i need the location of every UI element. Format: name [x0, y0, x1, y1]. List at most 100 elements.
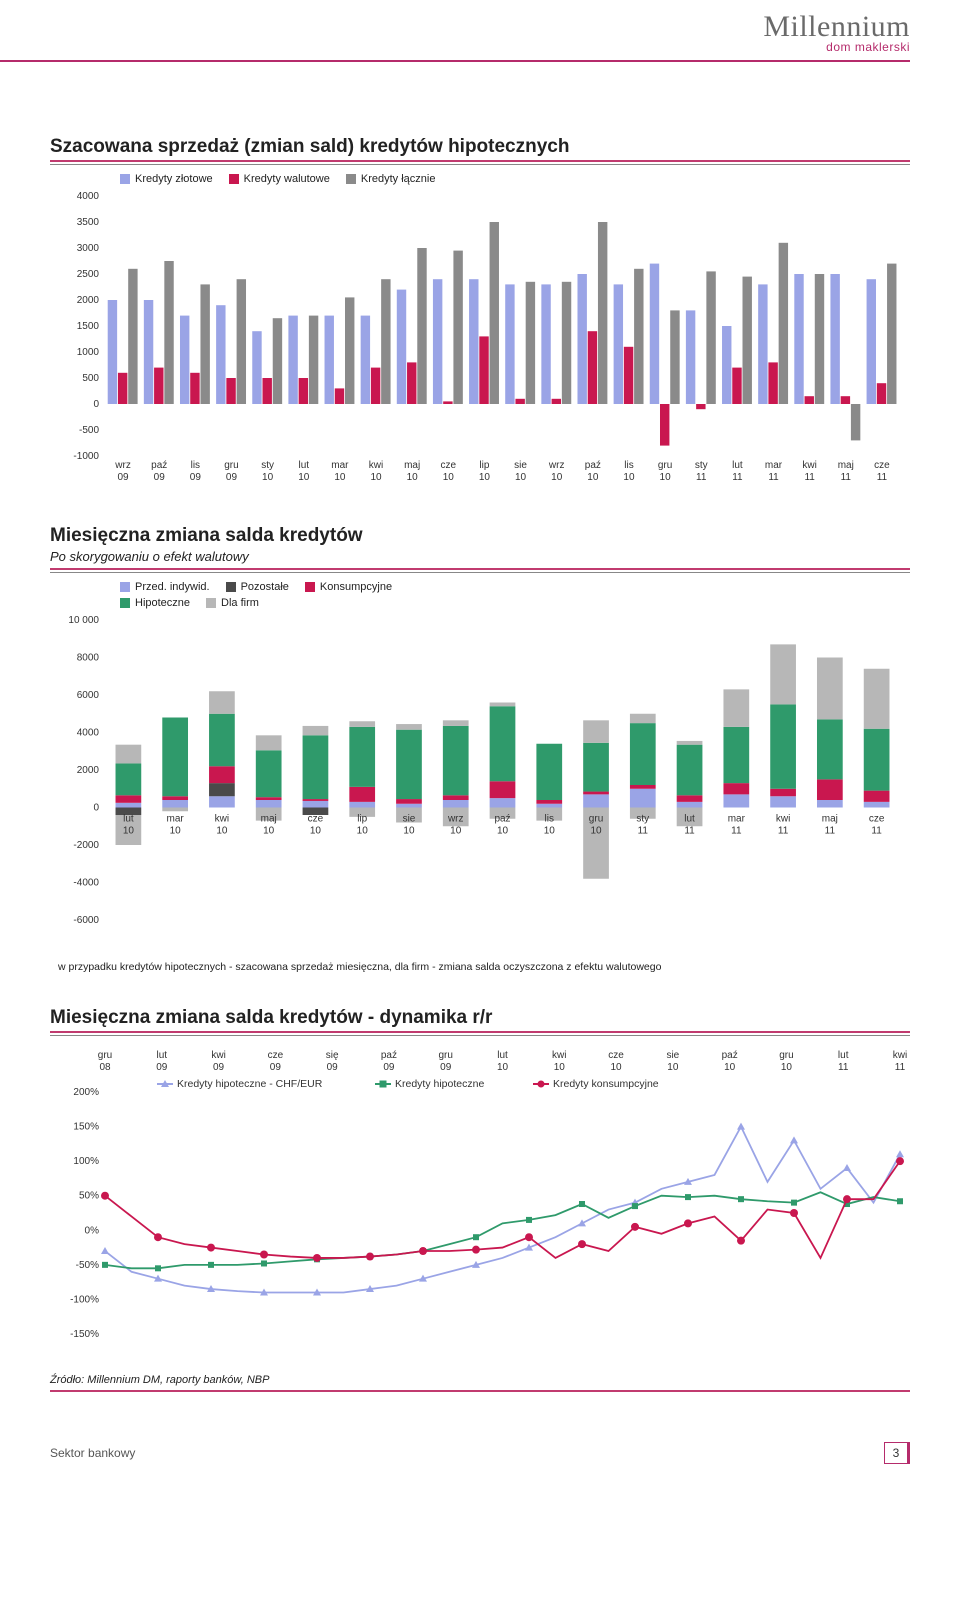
svg-text:10: 10 [587, 472, 599, 483]
legend-item: Hipoteczne [120, 597, 190, 609]
svg-text:10: 10 [667, 1062, 679, 1073]
legend-label: Kredyty złotowe [135, 173, 213, 185]
svg-text:6000: 6000 [77, 690, 100, 701]
legend-swatch [120, 598, 130, 608]
svg-text:09: 09 [270, 1062, 282, 1073]
footer-left: Sektor bankowy [50, 1446, 135, 1460]
chart2-legend-row1: Przed. indywid.PozostałeKonsumpcyjne [120, 581, 910, 593]
svg-text:10: 10 [497, 826, 509, 837]
svg-text:10: 10 [781, 1062, 793, 1073]
svg-text:lut: lut [298, 460, 309, 471]
svg-text:gru: gru [224, 460, 238, 471]
svg-text:09: 09 [213, 1062, 225, 1073]
svg-text:mar: mar [331, 460, 349, 471]
chart3-svg: -150%-100%-50%0%50%100%150%200%gru08lut0… [50, 1044, 910, 1344]
svg-text:maj: maj [822, 814, 838, 825]
page-footer: Sektor bankowy 3 [50, 1442, 910, 1464]
svg-text:lut: lut [123, 814, 134, 825]
legend-item: Kredyty walutowe [229, 173, 330, 185]
chart2-svg: -6000-4000-20000200040006000800010 000lu… [50, 615, 910, 955]
svg-text:500: 500 [82, 373, 99, 384]
svg-text:kwi: kwi [893, 1050, 907, 1061]
svg-text:kwi: kwi [215, 814, 229, 825]
svg-text:150%: 150% [73, 1122, 99, 1133]
svg-text:10: 10 [497, 1062, 509, 1073]
page-number: 3 [884, 1442, 910, 1464]
svg-text:lip: lip [357, 814, 367, 825]
svg-text:3500: 3500 [77, 217, 100, 228]
svg-text:10: 10 [403, 826, 415, 837]
svg-text:-100%: -100% [70, 1294, 99, 1305]
svg-text:lis: lis [545, 814, 554, 825]
source-note: Źródło: Millennium DM, raporty banków, N… [50, 1374, 910, 1386]
legend-label: Kredyty walutowe [244, 173, 330, 185]
svg-text:10: 10 [544, 826, 556, 837]
svg-text:11: 11 [638, 826, 649, 837]
svg-text:Kredyty hipoteczne: Kredyty hipoteczne [395, 1078, 484, 1090]
svg-text:11: 11 [871, 826, 882, 837]
legend-swatch [305, 582, 315, 592]
legend-label: Pozostałe [241, 581, 289, 593]
chart1-legend: Kredyty złotowe Kredyty walutowe Kredyty ł… [120, 173, 910, 185]
chart2-legend-row2: HipoteczneDla firm [120, 597, 910, 609]
svg-text:2500: 2500 [77, 269, 100, 280]
svg-text:11: 11 [825, 826, 836, 837]
legend-swatch [346, 174, 356, 184]
svg-text:0: 0 [93, 803, 99, 814]
svg-text:09: 09 [118, 472, 130, 483]
legend-item: Pozostałe [226, 581, 289, 593]
svg-text:Kredyty konsumpcyjne: Kredyty konsumpcyjne [553, 1078, 659, 1090]
svg-text:10: 10 [262, 472, 274, 483]
legend-label: Przed. indywid. [135, 581, 210, 593]
svg-text:10: 10 [370, 472, 382, 483]
svg-text:11: 11 [731, 826, 742, 837]
svg-text:10: 10 [216, 826, 228, 837]
svg-text:09: 09 [327, 1062, 339, 1073]
chart1-title: Szacowana sprzedaż (zmian sald) kredytów… [50, 136, 910, 158]
svg-text:sie: sie [666, 1050, 679, 1061]
svg-text:10: 10 [590, 826, 602, 837]
svg-text:lut: lut [838, 1050, 849, 1061]
svg-text:10: 10 [551, 472, 563, 483]
svg-text:wrz: wrz [114, 460, 131, 471]
svg-text:10: 10 [479, 472, 491, 483]
svg-text:lis: lis [191, 460, 200, 471]
svg-text:10: 10 [263, 826, 275, 837]
svg-text:sty: sty [636, 814, 649, 825]
svg-text:10: 10 [554, 1062, 566, 1073]
svg-text:-150%: -150% [70, 1329, 99, 1340]
legend-label: Kredyty łącznie [361, 173, 436, 185]
svg-text:paź: paź [381, 1050, 397, 1061]
brand-name: Millennium [0, 10, 910, 44]
svg-text:wrz: wrz [447, 814, 464, 825]
svg-text:kwi: kwi [552, 1050, 566, 1061]
svg-text:cze: cze [874, 460, 890, 471]
legend-swatch [226, 582, 236, 592]
svg-text:-50%: -50% [76, 1260, 99, 1271]
svg-text:-1000: -1000 [73, 451, 99, 462]
svg-text:-500: -500 [79, 425, 99, 436]
title-underline-3 [50, 1031, 910, 1033]
svg-text:11: 11 [768, 472, 779, 483]
thin-underline-2 [50, 572, 910, 573]
svg-text:0%: 0% [85, 1225, 100, 1236]
legend-item: Przed. indywid. [120, 581, 210, 593]
svg-text:-6000: -6000 [73, 915, 99, 926]
svg-text:lis: lis [624, 460, 633, 471]
svg-text:09: 09 [226, 472, 238, 483]
svg-text:cze: cze [268, 1050, 284, 1061]
brand-header: Millennium dom maklerski [0, 0, 960, 58]
chart3-title: Miesięczna zmiana salda kredytów - dynam… [50, 1007, 910, 1029]
svg-text:lut: lut [684, 814, 695, 825]
svg-text:lut: lut [157, 1050, 168, 1061]
svg-text:09: 09 [383, 1062, 395, 1073]
svg-text:10: 10 [310, 826, 322, 837]
chart2-title: Miesięczna zmiana salda kredytów [50, 525, 910, 547]
svg-text:paź: paź [151, 460, 167, 471]
svg-text:11: 11 [684, 826, 695, 837]
svg-text:3000: 3000 [77, 243, 100, 254]
svg-text:-4000: -4000 [73, 878, 99, 889]
source-underline [50, 1390, 910, 1392]
svg-text:sie: sie [403, 814, 416, 825]
legend-swatch [206, 598, 216, 608]
